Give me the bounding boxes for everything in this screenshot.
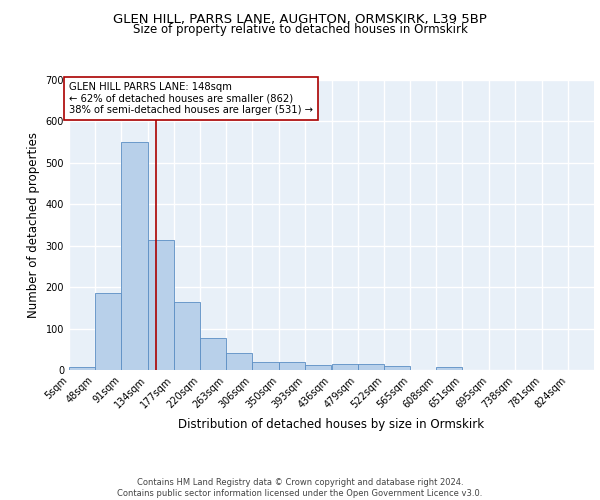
Bar [279, 362, 305, 370]
Bar [200, 338, 226, 370]
Bar [253, 362, 278, 370]
Bar [121, 142, 148, 370]
Bar [358, 364, 384, 370]
Bar [174, 302, 200, 370]
Bar [331, 364, 358, 370]
Text: GLEN HILL, PARRS LANE, AUGHTON, ORMSKIRK, L39 5BP: GLEN HILL, PARRS LANE, AUGHTON, ORMSKIRK… [113, 12, 487, 26]
Bar [95, 294, 121, 370]
Bar [436, 367, 463, 370]
Bar [384, 366, 410, 370]
Bar [226, 352, 253, 370]
Bar [305, 364, 331, 370]
Text: Contains HM Land Registry data © Crown copyright and database right 2024.
Contai: Contains HM Land Registry data © Crown c… [118, 478, 482, 498]
Text: GLEN HILL PARRS LANE: 148sqm
← 62% of detached houses are smaller (862)
38% of s: GLEN HILL PARRS LANE: 148sqm ← 62% of de… [69, 82, 313, 116]
Y-axis label: Number of detached properties: Number of detached properties [27, 132, 40, 318]
Bar [148, 240, 174, 370]
Text: Size of property relative to detached houses in Ormskirk: Size of property relative to detached ho… [133, 22, 467, 36]
Bar [69, 366, 95, 370]
X-axis label: Distribution of detached houses by size in Ormskirk: Distribution of detached houses by size … [178, 418, 485, 431]
